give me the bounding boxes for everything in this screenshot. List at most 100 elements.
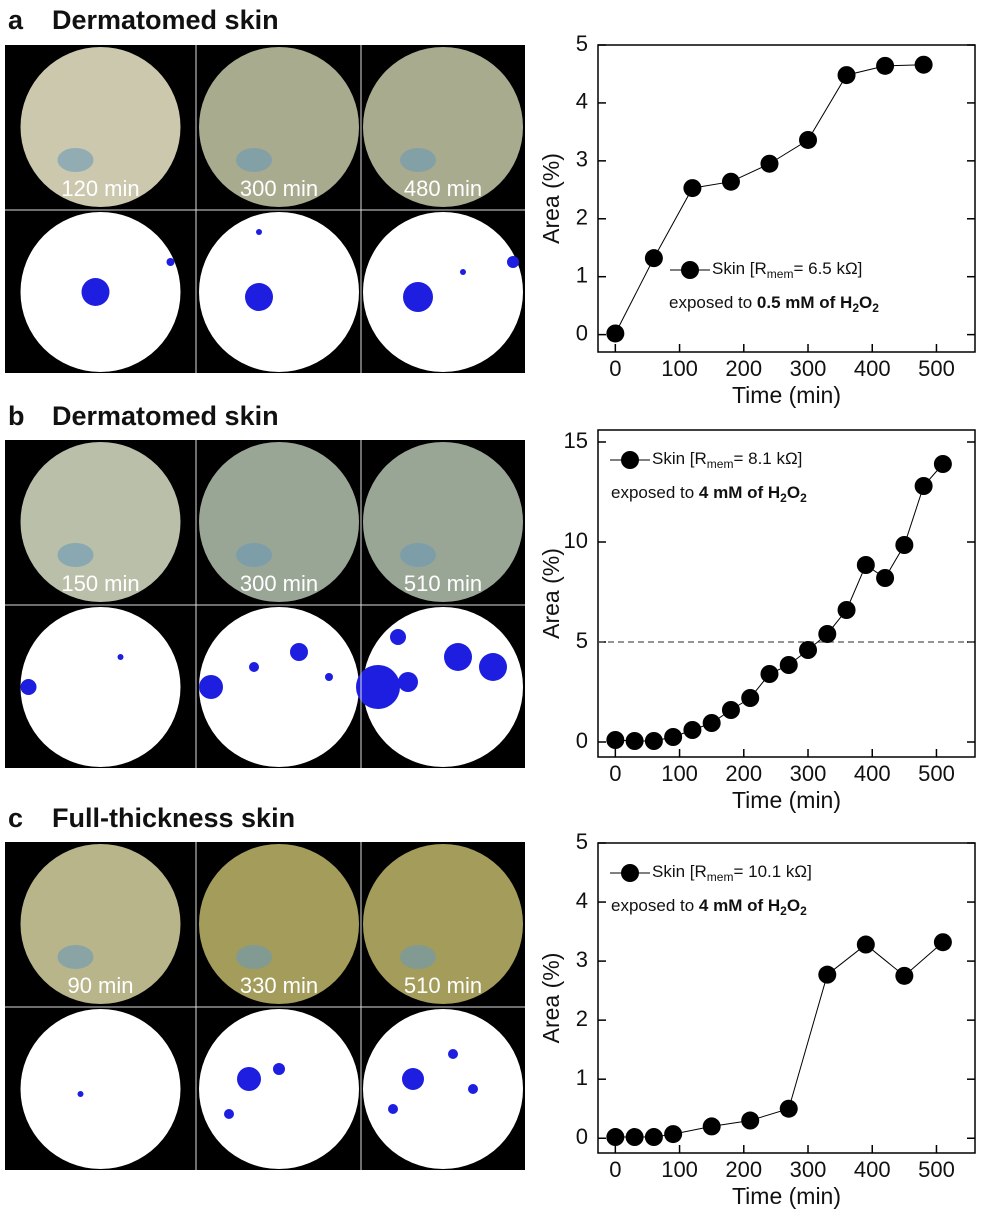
image-label: 300 min — [240, 176, 318, 201]
image-label: 300 min — [240, 571, 318, 596]
x-tick-label: 100 — [661, 356, 698, 381]
blob — [325, 673, 333, 681]
blob — [82, 278, 110, 306]
image-label: 150 min — [61, 571, 139, 596]
blob — [290, 643, 308, 661]
y-tick-label: 0 — [576, 1124, 588, 1149]
legend-text: Skin [R — [652, 449, 707, 468]
data-point — [664, 1125, 682, 1143]
data-point — [780, 1100, 798, 1118]
legend-marker — [621, 864, 639, 882]
data-point — [664, 728, 682, 746]
blob — [507, 256, 519, 268]
x-tick-label: 300 — [790, 1157, 827, 1182]
image-label: 330 min — [240, 973, 318, 998]
x-tick-label: 200 — [725, 1157, 762, 1182]
data-point — [876, 569, 894, 587]
legend-marker — [621, 451, 639, 469]
data-point — [818, 966, 836, 984]
x-tick-label: 0 — [609, 356, 621, 381]
data-point — [838, 601, 856, 619]
data-point — [760, 665, 778, 683]
blob — [199, 675, 223, 699]
x-tick-label: 0 — [609, 761, 621, 786]
data-point — [741, 1112, 759, 1130]
x-tick-label: 100 — [661, 1157, 698, 1182]
x-tick-label: 500 — [918, 1157, 955, 1182]
stain — [236, 945, 272, 969]
data-point — [703, 1117, 721, 1135]
blob — [444, 643, 472, 671]
legend-label: Skin [Rmem= 8.1 kΩ] — [652, 449, 802, 471]
series-line — [615, 464, 943, 741]
x-tick-label: 0 — [609, 1157, 621, 1182]
binary-image — [199, 1009, 359, 1169]
annotation: exposed to 4 mM of H2O2 — [611, 896, 807, 918]
y-tick-label: 2 — [576, 1006, 588, 1031]
annotation-text: 4 mM of H — [699, 896, 780, 915]
data-point — [838, 66, 856, 84]
blob — [249, 662, 259, 672]
blob — [390, 629, 406, 645]
y-tick-label: 1 — [576, 263, 588, 288]
y-tick-label: 5 — [576, 31, 588, 56]
x-tick-label: 200 — [725, 761, 762, 786]
annotation-text: exposed to — [611, 483, 699, 502]
legend-label: Skin [Rmem= 6.5 kΩ] — [712, 259, 862, 281]
image-label: 480 min — [404, 176, 482, 201]
legend-text: Skin [R — [652, 862, 707, 881]
data-point — [780, 656, 798, 674]
data-point — [683, 179, 701, 197]
x-tick-label: 400 — [854, 761, 891, 786]
panel-title: Dermatomed skin — [52, 401, 279, 431]
blob — [256, 229, 262, 235]
x-axis-label: Time (min) — [732, 382, 841, 408]
annotation-text: 2 — [800, 491, 807, 505]
legend-text: = 10.1 kΩ] — [733, 862, 811, 881]
x-tick-label: 300 — [790, 761, 827, 786]
annotation-text: O — [859, 293, 872, 312]
y-tick-label: 1 — [576, 1065, 588, 1090]
blob — [224, 1109, 234, 1119]
annotation: exposed to 4 mM of H2O2 — [611, 483, 807, 505]
x-tick-label: 400 — [854, 1157, 891, 1182]
y-axis-label: Area (%) — [538, 548, 564, 639]
x-tick-label: 500 — [918, 761, 955, 786]
annotation-text: 2 — [800, 904, 807, 918]
blob — [237, 1067, 261, 1091]
panel-title: Dermatomed skin — [52, 5, 279, 35]
data-point — [626, 732, 644, 750]
blob — [402, 1068, 424, 1090]
y-tick-label: 2 — [576, 205, 588, 230]
blob — [273, 1063, 285, 1075]
stain — [58, 543, 94, 567]
blob — [403, 282, 433, 312]
blob — [356, 665, 400, 709]
y-axis-label: Area (%) — [538, 153, 564, 244]
data-point — [895, 967, 913, 985]
data-point — [934, 933, 952, 951]
panel-label: c — [8, 803, 23, 833]
data-point — [876, 57, 894, 75]
data-point — [895, 536, 913, 554]
data-point — [645, 732, 663, 750]
data-point — [606, 1128, 624, 1146]
annotation-text: O — [787, 483, 800, 502]
data-point — [799, 131, 817, 149]
blob — [468, 1084, 478, 1094]
y-tick-label: 0 — [576, 728, 588, 753]
y-tick-label: 5 — [576, 829, 588, 854]
y-tick-label: 3 — [576, 147, 588, 172]
y-tick-label: 4 — [576, 89, 588, 114]
x-tick-label: 300 — [790, 356, 827, 381]
legend-marker — [681, 261, 699, 279]
blob — [245, 283, 273, 311]
x-axis-label: Time (min) — [732, 1183, 841, 1209]
stain — [58, 945, 94, 969]
y-axis-label: Area (%) — [538, 953, 564, 1044]
data-point — [857, 936, 875, 954]
annotation-text: exposed to — [669, 293, 757, 312]
annotation-text: 4 mM of H — [699, 483, 780, 502]
stain — [236, 543, 272, 567]
data-point — [703, 714, 721, 732]
